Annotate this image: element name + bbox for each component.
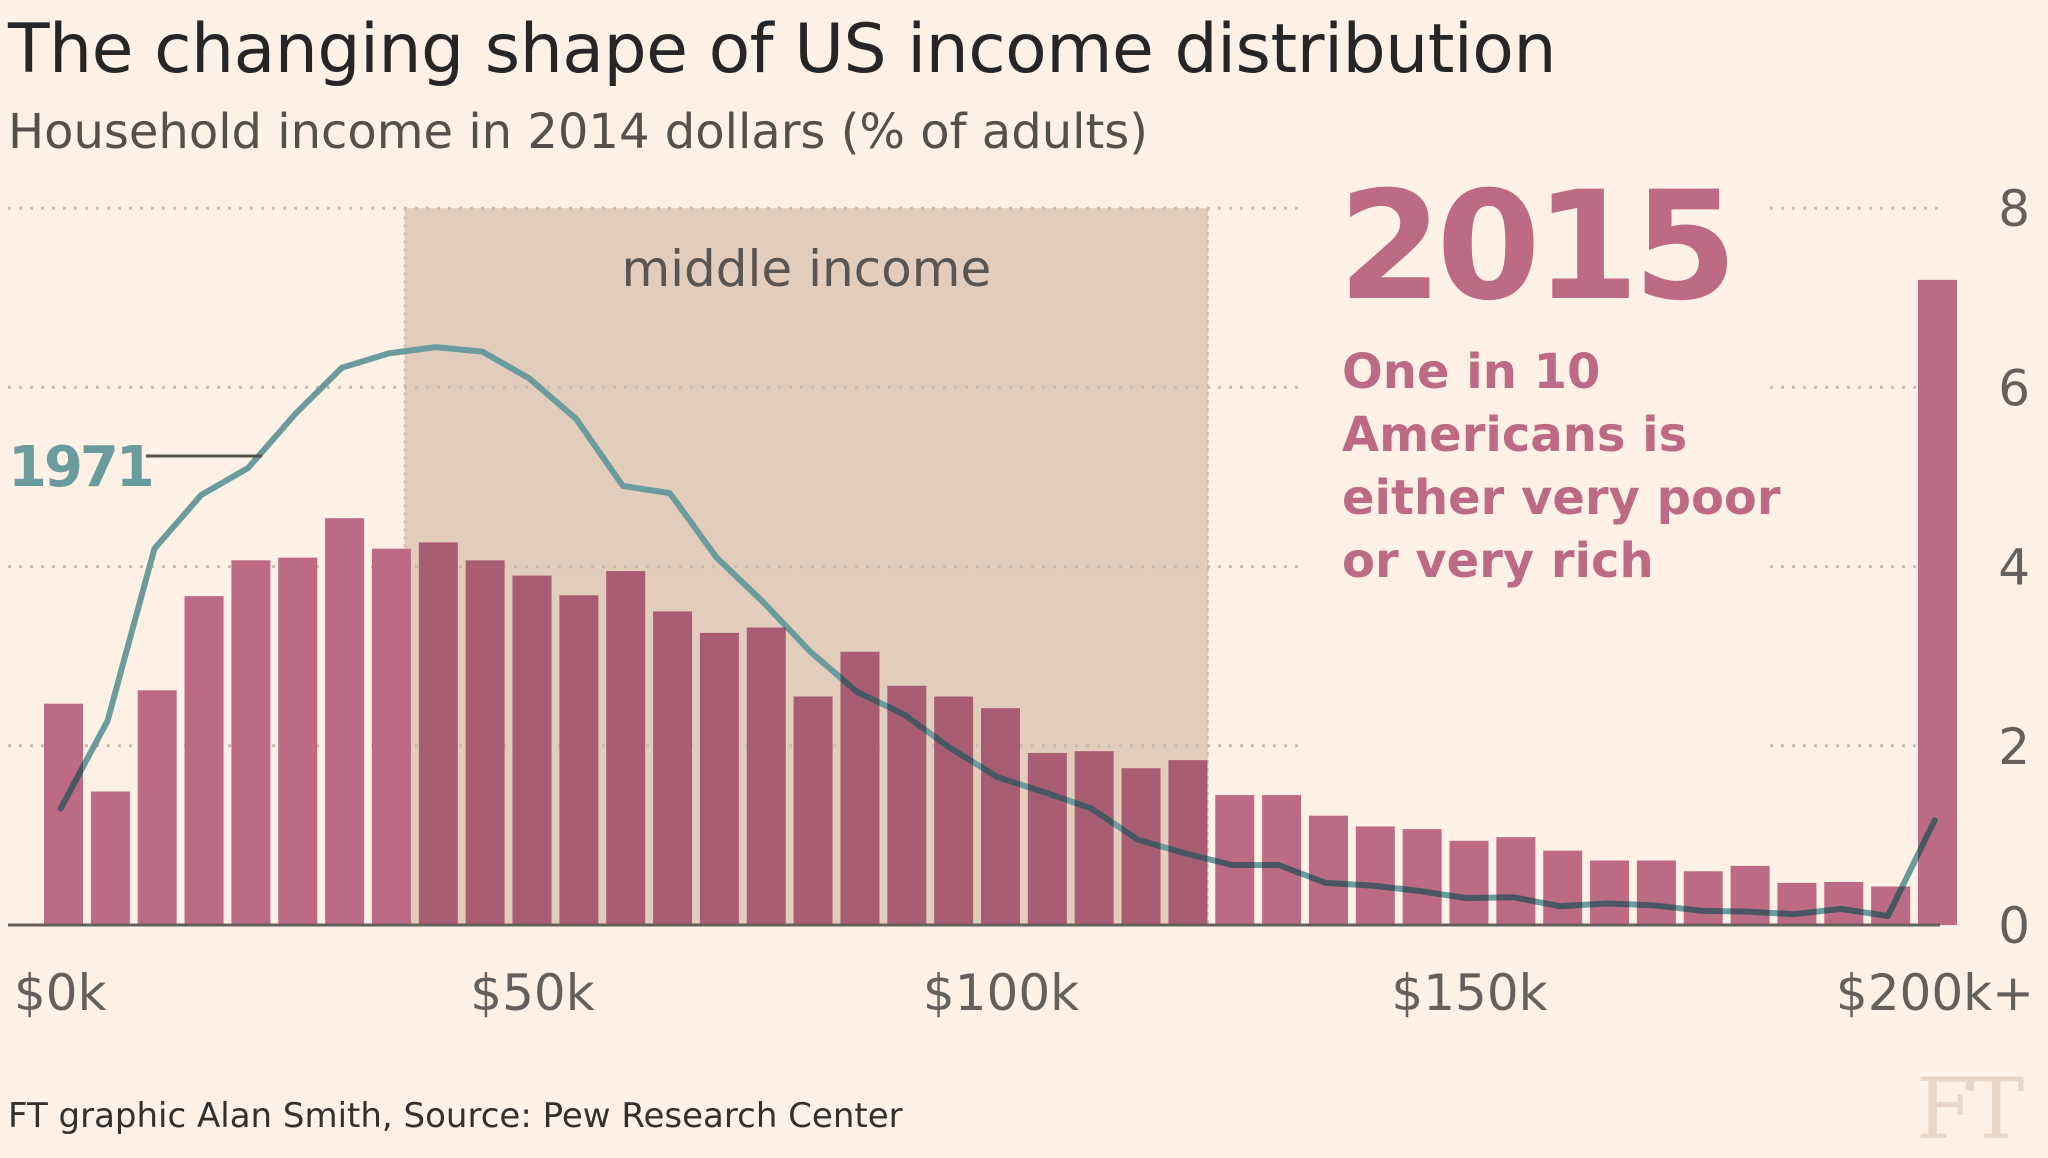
year-2015-annotation: 2015 [1338, 160, 1731, 334]
y-tick-label: 8 [1998, 180, 2030, 238]
y-tick-label: 2 [1998, 718, 2030, 776]
bar-2015 [1402, 829, 1442, 925]
bar-2015 [1683, 871, 1723, 925]
bar-2015 [981, 708, 1020, 925]
middle-income-label: middle income [621, 240, 991, 298]
bar-2015 [653, 611, 693, 925]
bar-2015 [1308, 815, 1348, 925]
bar-2015 [231, 560, 271, 925]
annotation-line: Americans is [1342, 407, 1687, 463]
bar-2015 [137, 690, 177, 925]
x-tick-label: $0k [14, 964, 107, 1022]
chart-labels: middle income 1971 2015 One in 10 Americans … [8, 160, 1781, 589]
bar-2015 [793, 696, 833, 925]
y-tick-label: 6 [1998, 359, 2030, 417]
annotation-line: or very rich [1342, 533, 1654, 589]
y-tick-label: 4 [1998, 539, 2030, 597]
bar-2015 [418, 542, 458, 925]
bar-2015 [1543, 850, 1583, 925]
bar-2015 [887, 685, 927, 925]
y-tick-label: 0 [1998, 897, 2030, 955]
series-label-1971: 1971 [8, 435, 152, 500]
axes: 0 2 4 6 8 $0k $50k $100k $150k $200k+ [8, 180, 2034, 1022]
chart-subtitle: Household income in 2014 dollars (% of a… [8, 104, 1148, 160]
bar-2015 [746, 627, 786, 925]
bar-2015 [465, 560, 505, 925]
source-note: FT graphic Alan Smith, Source: Pew Resea… [8, 1096, 903, 1136]
bar-2015 [1777, 882, 1817, 925]
bar-2015 [371, 548, 411, 925]
bar-2015 [512, 575, 552, 925]
line-1971-layer [57, 344, 1938, 919]
annotation-line: either very poor [1342, 470, 1781, 526]
ft-logo: FT [1916, 1060, 2024, 1158]
x-tick-label: $50k [470, 964, 594, 1022]
bar-2015 [1449, 840, 1489, 925]
bar-2015 [325, 518, 365, 925]
bars-2015 [44, 279, 1957, 925]
bar-2015 [606, 571, 646, 925]
bar-2015 [1027, 752, 1067, 925]
bar-2015 [1590, 860, 1630, 925]
bar-2015 [934, 696, 974, 925]
bar-2015 [1168, 760, 1208, 925]
bar-2015 [1074, 751, 1114, 925]
bar-2015 [1355, 826, 1395, 925]
x-tick-label: $150k [1391, 964, 1547, 1022]
x-tick-label: $100k [923, 964, 1079, 1022]
annotation-line: One in 10 [1342, 344, 1600, 400]
x-tick-label: $200k+ [1836, 964, 2034, 1022]
bar-2015 [90, 791, 130, 925]
bar-2015 [278, 557, 318, 925]
bar-2015 [1824, 881, 1864, 925]
bar-2015 [1496, 837, 1536, 925]
bar-2015 [44, 703, 83, 925]
bar-2015 [1918, 279, 1957, 925]
bar-2015 [1636, 860, 1676, 925]
chart-title: The changing shape of US income distribu… [8, 10, 1556, 89]
bar-2015 [559, 595, 599, 925]
bar-2015 [184, 596, 224, 925]
bar-2015 [1262, 795, 1302, 925]
bar-2015 [1730, 865, 1770, 925]
bar-2015 [699, 632, 739, 925]
